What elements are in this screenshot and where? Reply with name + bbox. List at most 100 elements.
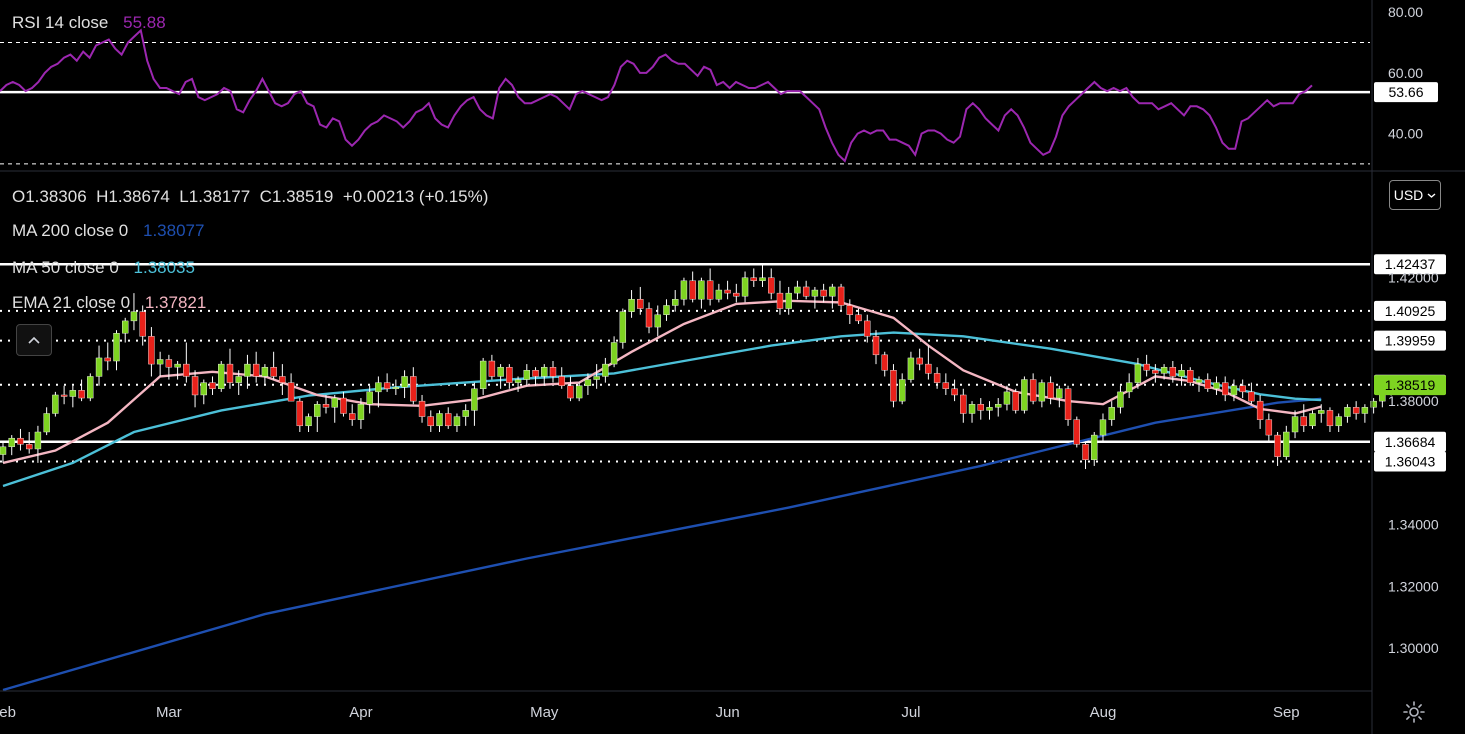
- candle-body: [1248, 391, 1255, 402]
- candle-body: [8, 437, 15, 448]
- rsi-legend-value: 55.88: [123, 13, 166, 32]
- rsi-pane: 53.66: [0, 28, 1438, 165]
- candle-body: [1335, 416, 1342, 427]
- candle-body: [69, 390, 77, 397]
- candle-body: [497, 366, 504, 377]
- candle-body: [1283, 431, 1290, 457]
- candle-body: [87, 376, 94, 399]
- candle-body: [1108, 407, 1115, 420]
- candle-body: [1152, 370, 1159, 374]
- candle-body: [1291, 416, 1299, 433]
- candle-body: [942, 382, 950, 389]
- candle-body: [130, 311, 138, 322]
- rsi-level-label: 53.66: [1388, 84, 1423, 100]
- candle-body: [637, 299, 644, 309]
- price-level-label: 1.39959: [1385, 333, 1436, 349]
- candle-body: [1178, 370, 1185, 377]
- price-level-tag: [1374, 330, 1446, 351]
- ohlc-legend-text: O1.38306 H1.38674 L1.38177 C1.38519 +0.0…: [12, 187, 489, 206]
- candle-body: [610, 342, 618, 365]
- candle-body: [602, 363, 609, 377]
- candle-body: [1003, 391, 1011, 405]
- candle-body: [139, 311, 146, 337]
- time-tick-label: Aug: [1090, 704, 1117, 721]
- candle-body: [52, 394, 59, 414]
- candle-body: [514, 379, 522, 383]
- candle-body: [907, 357, 915, 380]
- candle-body: [776, 292, 784, 309]
- price-level-tag: [1374, 451, 1446, 472]
- candle-body: [218, 363, 225, 389]
- time-tick-label: Jul: [901, 704, 920, 721]
- rsi-tick-label: 40.00: [1388, 126, 1423, 142]
- candle-body: [820, 289, 827, 297]
- candle-body: [340, 397, 347, 414]
- last-price-label: 1.38519: [1385, 377, 1436, 393]
- currency-button[interactable]: USD: [1389, 180, 1441, 210]
- candle-body: [1160, 366, 1168, 374]
- candle-body: [1195, 379, 1203, 383]
- candle-body: [558, 376, 565, 386]
- candle-body: [1213, 382, 1220, 389]
- time-tick-label: Jun: [715, 704, 739, 721]
- candle-body: [1125, 382, 1133, 393]
- candle-body: [305, 416, 312, 427]
- candle-body: [1300, 416, 1307, 427]
- candle-body: [663, 305, 670, 315]
- candle-body: [1309, 413, 1316, 427]
- candle-body: [672, 299, 679, 306]
- candle-body: [113, 333, 120, 362]
- candle-body: [191, 376, 199, 396]
- candle-body: [1029, 379, 1037, 402]
- candle-body: [1099, 419, 1107, 436]
- candle-body: [1134, 363, 1142, 383]
- candle-body: [802, 286, 810, 297]
- candle-body: [1318, 410, 1325, 414]
- price-level-tag: [1374, 300, 1446, 321]
- ma50-legend-value: 1.38035: [133, 258, 195, 277]
- currency-label: USD: [1393, 187, 1424, 203]
- candle-body: [872, 336, 880, 356]
- candle-body: [1265, 419, 1273, 436]
- price-tick-label: 1.34000: [1388, 517, 1439, 533]
- time-tick-label: Sep: [1273, 704, 1300, 721]
- candle-body: [174, 363, 181, 368]
- gear-icon[interactable]: [1402, 700, 1426, 724]
- candle-body: [1082, 444, 1089, 460]
- candle-body: [436, 413, 443, 427]
- price-level-label: 1.36684: [1385, 434, 1436, 450]
- candle-body: [628, 299, 635, 312]
- candle-body: [1352, 407, 1360, 414]
- candle-body: [925, 363, 932, 374]
- candle-body: [837, 286, 845, 306]
- candle-body: [977, 404, 984, 411]
- price-pane: 1.424371.409251.399591.385321.366841.360…: [0, 254, 1446, 692]
- candle-body: [1221, 382, 1229, 396]
- price-level-label: 1.36043: [1385, 454, 1436, 470]
- candle-body: [401, 376, 408, 388]
- candle-body: [1326, 410, 1334, 427]
- rsi-level-tag: [1374, 82, 1438, 103]
- candle-body: [532, 370, 539, 377]
- candle-body: [1370, 400, 1377, 408]
- candle-body: [17, 437, 24, 445]
- candle-body: [680, 280, 688, 300]
- ema21-legend: EMA 21 close 0 1.37821: [12, 293, 206, 313]
- candle-body: [1361, 407, 1369, 414]
- time-tick-label: Mar: [156, 704, 182, 721]
- time-tick-label: Feb: [0, 704, 16, 721]
- candle-body: [995, 404, 1002, 408]
- candle-body: [296, 400, 304, 427]
- candle-body: [1169, 366, 1177, 377]
- candle-body: [148, 336, 155, 365]
- collapse-legend-button[interactable]: [16, 324, 52, 356]
- candle-body: [322, 404, 330, 408]
- price-tick-label: 1.38000: [1388, 393, 1439, 409]
- rsi-tick-label: 80.00: [1388, 4, 1423, 20]
- candle-body: [1056, 388, 1063, 399]
- chevron-down-icon: [1427, 192, 1436, 198]
- candle-body: [252, 363, 260, 377]
- candle-body: [235, 376, 242, 383]
- candle-body: [855, 314, 862, 322]
